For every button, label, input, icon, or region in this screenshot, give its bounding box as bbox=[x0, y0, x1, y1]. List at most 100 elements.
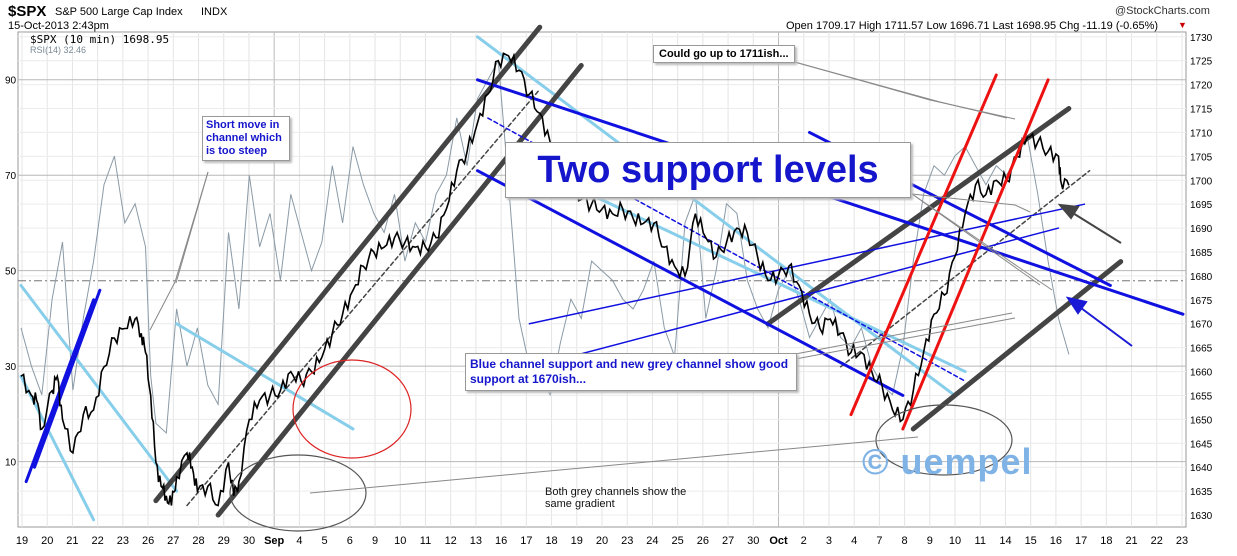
y-tick-label-right: 1665 bbox=[1190, 344, 1213, 355]
y-tick-label-right: 1710 bbox=[1190, 128, 1213, 139]
x-tick-label: 26 bbox=[697, 535, 709, 547]
y-tick-label-right: 1695 bbox=[1190, 200, 1213, 211]
channel-line-blue bbox=[476, 169, 905, 397]
circle-end-aug-low bbox=[229, 454, 367, 532]
x-tick-label: 26 bbox=[142, 535, 154, 547]
y-tick-label-left: 90 bbox=[5, 76, 17, 87]
x-tick-label: 10 bbox=[949, 535, 961, 547]
x-tick-label: 18 bbox=[545, 535, 557, 547]
y-tick-label-right: 1640 bbox=[1190, 463, 1213, 474]
channel-line-blue-thin bbox=[528, 203, 1086, 325]
down-arrow-icon: ▼ bbox=[1178, 20, 1187, 30]
x-tick-label: 13 bbox=[470, 535, 482, 547]
note-grey-channels: Both grey channels show the same gradien… bbox=[545, 486, 687, 510]
circle-early-sep bbox=[292, 359, 412, 459]
y-tick-label-right: 1720 bbox=[1190, 81, 1213, 92]
y-tick-label-right: 1685 bbox=[1190, 248, 1213, 259]
y-tick-label-right: 1645 bbox=[1190, 439, 1213, 450]
x-tick-label: 21 bbox=[1125, 535, 1137, 547]
copyright-label: @StockCharts.com bbox=[1115, 5, 1210, 17]
x-tick-label: 20 bbox=[596, 535, 608, 547]
x-tick-label: 17 bbox=[1075, 535, 1087, 547]
x-tick-label: 8 bbox=[902, 535, 908, 547]
x-tick-label: 21 bbox=[66, 535, 78, 547]
x-tick-label: 12 bbox=[445, 535, 457, 547]
x-tick-label: 24 bbox=[646, 535, 658, 547]
x-tick-label: 11 bbox=[420, 535, 431, 547]
x-tick-label: 17 bbox=[520, 535, 532, 547]
x-tick-label: 10 bbox=[394, 535, 406, 547]
y-axis-right: 1630 1635 1640 1645 1650 1655 1660 1665 1670 1675… bbox=[1190, 33, 1213, 522]
x-tick-label: 27 bbox=[167, 535, 179, 547]
x-tick-label: 20 bbox=[41, 535, 53, 547]
channel-line-grey bbox=[153, 24, 543, 504]
x-tick-label: 6 bbox=[347, 535, 353, 547]
chart-symbol: $SPX bbox=[8, 3, 47, 20]
x-tick-label: 2 bbox=[801, 535, 807, 547]
x-tick-label: 25 bbox=[672, 535, 684, 547]
y-axis-left: 10 30 50 70 90 bbox=[5, 76, 17, 469]
y-tick-label-right: 1705 bbox=[1190, 152, 1213, 163]
y-tick-label-right: 1725 bbox=[1190, 57, 1213, 68]
y-tick-label-left: 70 bbox=[5, 171, 17, 182]
channel-line-grey bbox=[215, 62, 584, 518]
grey-arrow bbox=[1057, 203, 1122, 244]
x-tick-label: 5 bbox=[322, 535, 328, 547]
x-tick-label: 7 bbox=[876, 535, 882, 547]
x-tick-label: 19 bbox=[16, 535, 28, 547]
chart-name: S&P 500 Large Cap Index bbox=[55, 6, 183, 18]
y-tick-label-right: 1655 bbox=[1190, 391, 1213, 402]
y-tick-label-left: 50 bbox=[5, 267, 17, 278]
x-tick-label: 22 bbox=[92, 535, 104, 547]
x-tick-label: 18 bbox=[1100, 535, 1112, 547]
x-tick-label: 16 bbox=[1050, 535, 1062, 547]
quote-line: Open 1709.17 High 1711.57 Low 1696.71 La… bbox=[786, 20, 1159, 32]
y-tick-label-right: 1630 bbox=[1190, 511, 1213, 522]
x-tick-label: 30 bbox=[243, 535, 255, 547]
y-tick-label-right: 1700 bbox=[1190, 176, 1213, 187]
x-tick-label: 29 bbox=[218, 535, 230, 547]
y-tick-label-right: 1635 bbox=[1190, 487, 1213, 498]
channel-line-grey bbox=[910, 259, 1124, 432]
x-tick-label: 9 bbox=[927, 535, 933, 547]
x-tick-label: 23 bbox=[1176, 535, 1188, 547]
channel-line-red bbox=[901, 78, 1050, 431]
y-tick-label-right: 1670 bbox=[1190, 320, 1213, 331]
grey-channel-lines bbox=[153, 24, 1124, 518]
channel-line-blue bbox=[24, 298, 96, 484]
x-tick-label: 9 bbox=[372, 535, 378, 547]
chart-exchange: INDX bbox=[201, 6, 228, 18]
callout-could-go: Could go up to 1711ish... bbox=[653, 45, 795, 63]
blue-arrow bbox=[1065, 296, 1133, 347]
x-tick-label: 14 bbox=[999, 535, 1011, 547]
y-tick-label-right: 1690 bbox=[1190, 224, 1213, 235]
channel-line-grey-dash bbox=[839, 169, 1091, 368]
x-axis: 19 20 21 22 23 26 27 28 29 30 Sep 4 5 6 9 10 11 12 13 16 17 1… bbox=[16, 535, 1188, 547]
y-tick-label-right: 1680 bbox=[1190, 272, 1213, 283]
x-tick-label: 28 bbox=[192, 535, 204, 547]
x-tick-label: 23 bbox=[117, 535, 129, 547]
channel-line-lightblue bbox=[175, 322, 355, 431]
x-tick-label: 22 bbox=[1151, 535, 1163, 547]
x-tick-label: 27 bbox=[722, 535, 734, 547]
x-tick-label: 23 bbox=[621, 535, 633, 547]
price-legend: $SPX (10 min) 1698.95 bbox=[30, 33, 170, 46]
y-tick-label-right: 1675 bbox=[1190, 296, 1213, 307]
x-tick-label: Sep bbox=[264, 535, 284, 547]
watermark-text: © uempel bbox=[862, 441, 1033, 482]
x-tick-label: 19 bbox=[571, 535, 583, 547]
y-tick-label-right: 1660 bbox=[1190, 368, 1213, 379]
x-tick-label: 4 bbox=[851, 535, 857, 547]
light-blue-channel-lines bbox=[19, 35, 967, 522]
x-tick-label: 3 bbox=[826, 535, 832, 547]
callout-pointers bbox=[149, 60, 1053, 494]
x-tick-label: 16 bbox=[495, 535, 507, 547]
x-tick-label: Oct bbox=[769, 535, 788, 547]
red-trend-lines bbox=[849, 73, 1050, 431]
callout-short-move: Short move in channel which is too steep bbox=[202, 116, 290, 161]
circle-oct-low bbox=[875, 404, 1013, 476]
channel-line-blue-thin bbox=[549, 227, 1060, 363]
channel-line-blue bbox=[32, 288, 102, 469]
callout-blue-channel-support: Blue channel support and new grey channe… bbox=[465, 353, 797, 391]
